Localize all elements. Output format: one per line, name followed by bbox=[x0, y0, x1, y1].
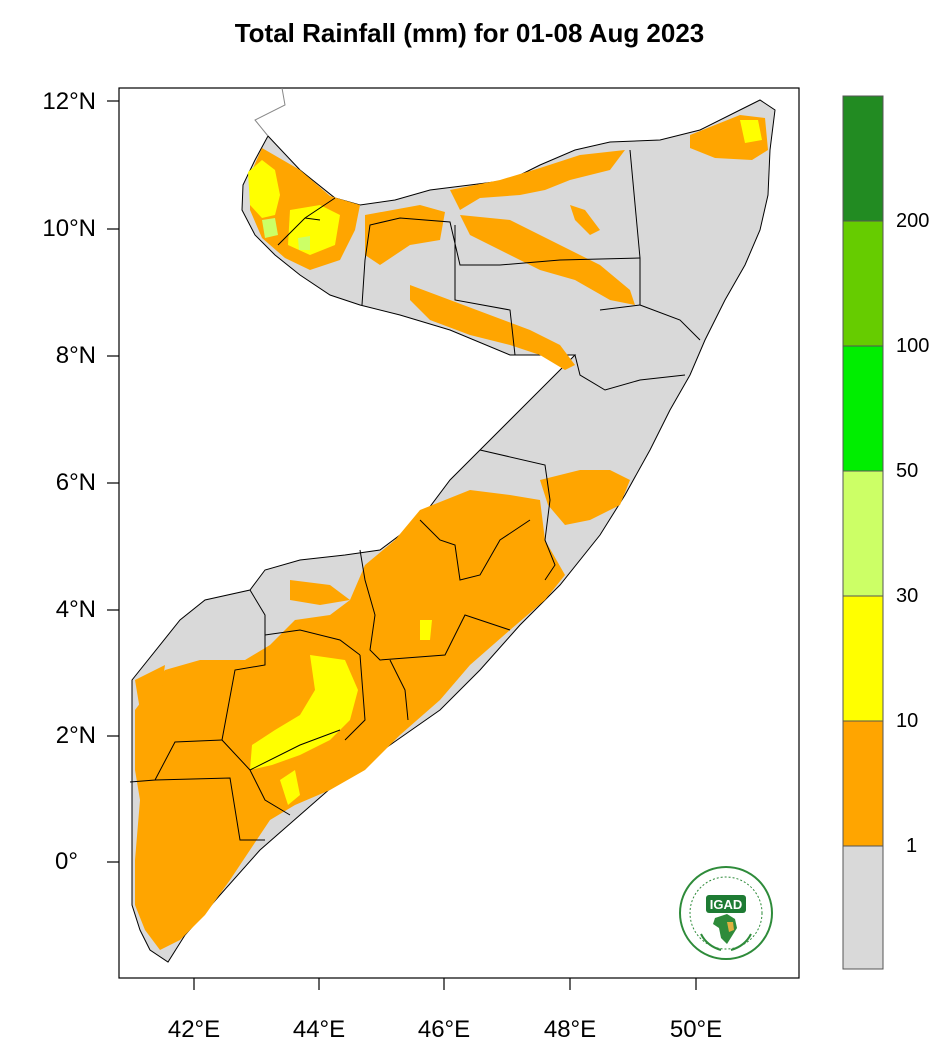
map-layer bbox=[129, 88, 776, 963]
lat-label-0: 0° bbox=[55, 848, 78, 875]
colorbar-label-10: 10 bbox=[896, 710, 919, 732]
map-title: Total Rainfall (mm) for 01-08 Aug 2023 bbox=[234, 18, 705, 48]
lat-label-2: 2°N bbox=[55, 722, 96, 749]
colorbar-label-100: 100 bbox=[896, 335, 930, 357]
lat-tick-marks bbox=[107, 100, 119, 863]
colorbar-bin-1 bbox=[843, 721, 883, 846]
lat-label-4: 4°N bbox=[55, 596, 96, 623]
colorbar bbox=[842, 95, 884, 970]
colorbar-label-1: 1 bbox=[906, 835, 918, 857]
admin-boundaries bbox=[129, 149, 701, 841]
colorbar-bin-0 bbox=[843, 846, 883, 969]
lon-label-44: 44°E bbox=[292, 1016, 346, 1043]
colorbar-label-50: 50 bbox=[896, 460, 919, 482]
ethiopia-border bbox=[254, 88, 286, 137]
lon-label-48: 48°E bbox=[543, 1016, 597, 1043]
igad-logo-icon: IGAD bbox=[677, 864, 775, 962]
lon-label-42: 42°E bbox=[167, 1016, 221, 1043]
lon-tick-marks bbox=[193, 978, 697, 990]
igad-logo-text: IGAD bbox=[709, 897, 743, 912]
colorbar-bin-5 bbox=[843, 221, 883, 346]
colorbar-bin-2 bbox=[843, 596, 883, 721]
lon-label-50: 50°E bbox=[669, 1016, 723, 1043]
colorbar-bin-6 bbox=[843, 96, 883, 221]
rain-30-50mm bbox=[262, 218, 310, 250]
lat-label-12: 12°N bbox=[42, 88, 96, 115]
colorbar-label-30: 30 bbox=[896, 585, 919, 607]
lat-label-8: 8°N bbox=[55, 342, 96, 369]
colorbar-bin-4 bbox=[843, 346, 883, 471]
lat-label-10: 10°N bbox=[42, 215, 96, 242]
colorbar-bin-3 bbox=[843, 471, 883, 596]
lat-label-6: 6°N bbox=[55, 469, 96, 496]
colorbar-label-200: 200 bbox=[896, 210, 930, 232]
rain-10-30mm bbox=[248, 120, 762, 805]
lon-label-46: 46°E bbox=[417, 1016, 471, 1043]
rain-1-10mm bbox=[135, 115, 768, 950]
